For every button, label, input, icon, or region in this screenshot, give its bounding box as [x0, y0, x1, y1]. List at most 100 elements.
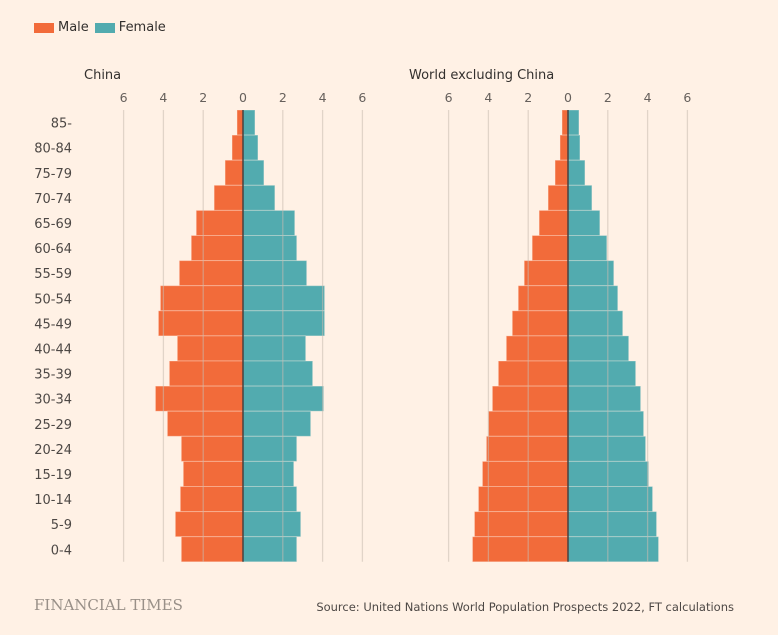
legend: Male Female: [34, 20, 172, 35]
age-label: 35-39: [34, 368, 72, 383]
world-bar-male-85-: [561, 109, 569, 136]
world-bar-male-40-44: [505, 335, 569, 362]
china-bar-male-30-34: [154, 385, 244, 412]
world-bar-female-5-9: [567, 511, 658, 538]
china-bar-male-10-14: [179, 486, 244, 513]
china-tick-label: 2: [279, 90, 287, 105]
age-label: 30-34: [34, 393, 72, 408]
china-bar-female-70-74: [242, 184, 276, 211]
world-bar-male-15-19: [481, 460, 569, 487]
china-bar-female-0-4: [242, 536, 298, 563]
age-label: 25-29: [34, 418, 72, 433]
world-bar-male-30-34: [491, 385, 569, 412]
world-bar-male-20-24: [485, 435, 569, 462]
world-tick-label: 6: [445, 90, 453, 105]
world-bar-female-40-44: [567, 335, 630, 362]
world-bar-male-5-9: [473, 511, 569, 538]
legend-label-female: Female: [118, 20, 166, 35]
china-bar-female-20-24: [242, 435, 298, 462]
age-label: 50-54: [34, 292, 72, 307]
china-bar-female-80-84: [242, 134, 259, 161]
world-bar-female-20-24: [567, 435, 647, 462]
world-bar-female-80-84: [567, 134, 581, 161]
age-label: 20-24: [34, 443, 72, 458]
world-tick-label: 2: [604, 90, 612, 105]
world-bar-female-55-59: [567, 260, 615, 287]
age-label: 75-79: [34, 167, 72, 182]
legend-label-male: Male: [58, 20, 89, 35]
world-bar-female-0-4: [567, 536, 660, 563]
china-bar-female-75-79: [242, 159, 265, 186]
world-bar-female-10-14: [567, 486, 654, 513]
age-label: 85-: [51, 117, 73, 132]
age-label: 0-4: [51, 543, 72, 558]
china-bar-female-60-64: [242, 235, 298, 262]
china-bar-male-60-64: [190, 235, 244, 262]
china-bar-male-15-19: [182, 460, 244, 487]
china-bar-male-0-4: [180, 536, 244, 563]
source-note: Source: United Nations World Population …: [316, 600, 734, 614]
world-bar-female-50-54: [567, 285, 619, 312]
world-bar-female-45-49: [567, 310, 624, 337]
china-bar-male-40-44: [176, 335, 244, 362]
world-bar-male-0-4: [471, 536, 569, 563]
china-bar-female-5-9: [242, 511, 302, 538]
world-bar-female-60-64: [567, 235, 608, 262]
china-bar-female-85-: [242, 109, 256, 136]
world-bar-male-35-39: [497, 360, 569, 387]
china-bar-male-35-39: [168, 360, 244, 387]
china-bar-female-35-39: [242, 360, 314, 387]
age-label: 80-84: [34, 142, 72, 157]
china-bar-female-15-19: [242, 460, 295, 487]
china-tick-label: 6: [120, 90, 128, 105]
china-tick-label: 4: [319, 90, 327, 105]
world-bar-female-75-79: [567, 159, 586, 186]
world-bar-female-25-29: [567, 410, 645, 437]
age-label: 60-64: [34, 242, 72, 257]
china-bar-male-25-29: [166, 410, 244, 437]
age-label: 15-19: [34, 468, 72, 483]
panel-title-world: World excluding China: [409, 68, 555, 83]
world-tick-label: 4: [484, 90, 492, 105]
ft-logo: FINANCIAL TIMES: [34, 596, 183, 614]
world-bar-female-70-74: [567, 184, 593, 211]
china-bar-male-65-69: [195, 209, 244, 236]
china-bar-male-55-59: [178, 260, 244, 287]
world-bar-male-55-59: [523, 260, 569, 287]
china-bar-male-50-54: [159, 285, 244, 312]
china-bar-female-25-29: [242, 410, 312, 437]
china-bar-female-45-49: [242, 310, 326, 337]
legend-swatch-male: [34, 22, 54, 33]
age-label: 5-9: [51, 518, 72, 533]
china-bar-male-80-84: [231, 134, 244, 161]
china-tick-label: 6: [358, 90, 366, 105]
china-bar-male-75-79: [224, 159, 244, 186]
world-tick-label: 0: [564, 90, 572, 105]
world-bar-male-70-74: [547, 184, 569, 211]
world-tick-label: 6: [683, 90, 691, 105]
world-bar-male-50-54: [517, 285, 569, 312]
china-tick-label: 0: [239, 90, 247, 105]
age-label: 45-49: [34, 317, 72, 332]
china-bar-female-65-69: [242, 209, 296, 236]
world-bar-male-75-79: [554, 159, 569, 186]
world-bar-female-85-: [567, 109, 580, 136]
world-bar-female-30-34: [567, 385, 642, 412]
china-bar-male-5-9: [174, 511, 244, 538]
china-bar-male-85-: [236, 109, 244, 136]
china-bar-female-10-14: [242, 486, 298, 513]
china-bar-female-50-54: [242, 285, 326, 312]
legend-item-male: Male: [34, 20, 89, 35]
world-bar-male-65-69: [538, 209, 569, 236]
world-tick-label: 2: [524, 90, 532, 105]
china-bar-male-45-49: [157, 310, 244, 337]
china-bar-male-70-74: [213, 184, 244, 211]
legend-swatch-female: [94, 22, 115, 33]
china-tick-label: 4: [159, 90, 167, 105]
age-label: 10-14: [34, 493, 72, 508]
age-label: 40-44: [34, 342, 72, 357]
china-bar-male-20-24: [180, 435, 244, 462]
china-bar-female-40-44: [242, 335, 307, 362]
world-bar-male-80-84: [559, 134, 569, 161]
